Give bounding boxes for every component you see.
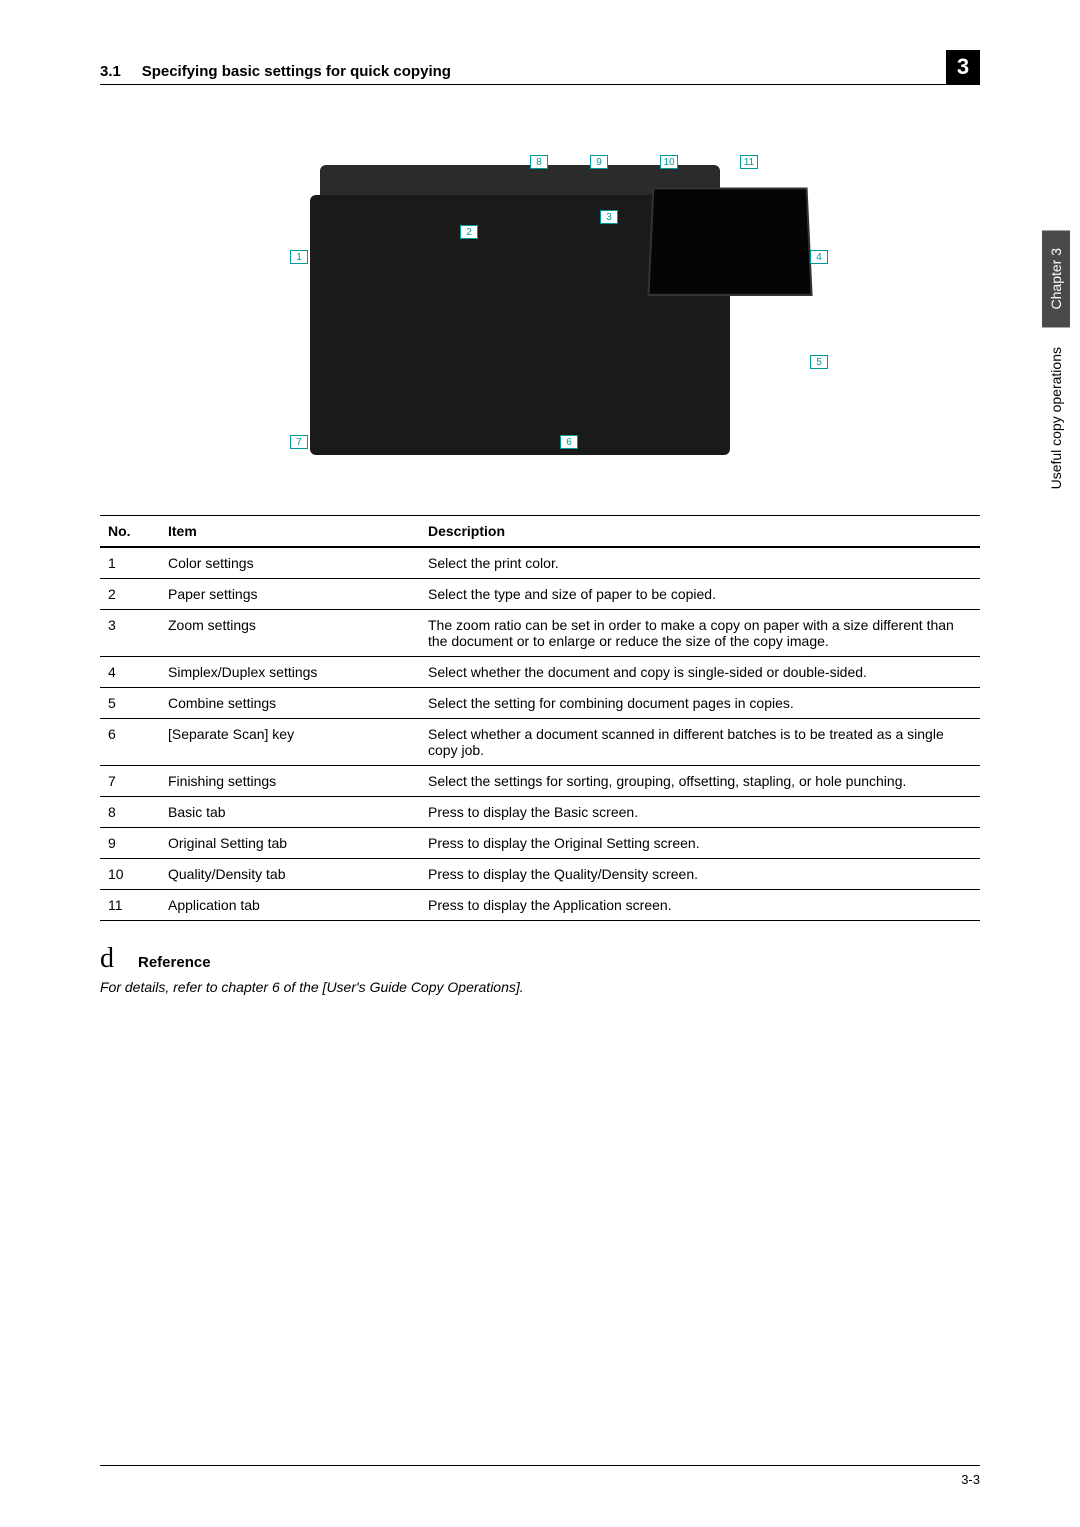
th-no: No. <box>100 516 160 548</box>
cell-desc: Select the type and size of paper to be … <box>420 579 980 610</box>
side-tab: Chapter 3 Useful copy operations <box>1038 230 1074 490</box>
cell-no: 4 <box>100 657 160 688</box>
page-header: 3.1 Specifying basic settings for quick … <box>100 50 980 85</box>
cell-no: 11 <box>100 890 160 921</box>
callout-4: 4 <box>810 250 828 264</box>
callout-9: 9 <box>590 155 608 169</box>
printer-screen <box>647 188 812 296</box>
cell-item: [Separate Scan] key <box>160 719 420 766</box>
chapter-label: Chapter 3 <box>1042 230 1070 327</box>
cell-desc: Select the settings for sorting, groupin… <box>420 766 980 797</box>
cell-item: Color settings <box>160 547 420 579</box>
cell-desc: Select the print color. <box>420 547 980 579</box>
callout-7: 7 <box>290 435 308 449</box>
cell-item: Basic tab <box>160 797 420 828</box>
table-row: 6[Separate Scan] keySelect whether a doc… <box>100 719 980 766</box>
table-row: 4Simplex/Duplex settingsSelect whether t… <box>100 657 980 688</box>
reference-glyph-icon: d <box>100 943 114 975</box>
cell-desc: Press to display the Application screen. <box>420 890 980 921</box>
cell-no: 2 <box>100 579 160 610</box>
cell-item: Paper settings <box>160 579 420 610</box>
cell-no: 6 <box>100 719 160 766</box>
table-row: 3Zoom settingsThe zoom ratio can be set … <box>100 610 980 657</box>
cell-no: 8 <box>100 797 160 828</box>
cell-no: 10 <box>100 859 160 890</box>
page-footer: 3-3 <box>100 1465 980 1487</box>
table-row: 9Original Setting tabPress to display th… <box>100 828 980 859</box>
callout-3: 3 <box>600 210 618 224</box>
table-row: 5Combine settingsSelect the setting for … <box>100 688 980 719</box>
side-section-label: Useful copy operations <box>1048 347 1064 489</box>
chapter-number-box: 3 <box>946 50 980 84</box>
cell-item: Combine settings <box>160 688 420 719</box>
section-number: 3.1 <box>100 63 121 80</box>
cell-no: 9 <box>100 828 160 859</box>
callout-5: 5 <box>810 355 828 369</box>
table-row: 8Basic tabPress to display the Basic scr… <box>100 797 980 828</box>
printer-figure: 1 2 3 4 5 6 7 8 9 10 11 <box>230 155 850 475</box>
th-item: Item <box>160 516 420 548</box>
cell-no: 7 <box>100 766 160 797</box>
callout-8: 8 <box>530 155 548 169</box>
callout-1: 1 <box>290 250 308 264</box>
cell-desc: Select whether the document and copy is … <box>420 657 980 688</box>
cell-item: Zoom settings <box>160 610 420 657</box>
page: 3.1 Specifying basic settings for quick … <box>0 0 1080 1527</box>
table-row: 11Application tabPress to display the Ap… <box>100 890 980 921</box>
table-header-row: No. Item Description <box>100 516 980 548</box>
callout-6: 6 <box>560 435 578 449</box>
cell-item: Original Setting tab <box>160 828 420 859</box>
cell-no: 5 <box>100 688 160 719</box>
table-row: 7Finishing settingsSelect the settings f… <box>100 766 980 797</box>
cell-desc: Select the setting for combining documen… <box>420 688 980 719</box>
th-desc: Description <box>420 516 980 548</box>
cell-desc: Select whether a document scanned in dif… <box>420 719 980 766</box>
cell-desc: The zoom ratio can be set in order to ma… <box>420 610 980 657</box>
callout-2: 2 <box>460 225 478 239</box>
reference-heading: d Reference <box>100 943 980 975</box>
cell-desc: Press to display the Quality/Density scr… <box>420 859 980 890</box>
cell-item: Finishing settings <box>160 766 420 797</box>
cell-item: Quality/Density tab <box>160 859 420 890</box>
page-number: 3-3 <box>961 1472 980 1487</box>
settings-table: No. Item Description 1Color settingsSele… <box>100 515 980 921</box>
cell-no: 3 <box>100 610 160 657</box>
cell-desc: Press to display the Basic screen. <box>420 797 980 828</box>
cell-no: 1 <box>100 547 160 579</box>
reference-text: For details, refer to chapter 6 of the [… <box>100 979 980 995</box>
table-body: 1Color settingsSelect the print color. 2… <box>100 547 980 921</box>
header-left: 3.1 Specifying basic settings for quick … <box>100 63 451 80</box>
cell-item: Simplex/Duplex settings <box>160 657 420 688</box>
table-row: 10Quality/Density tabPress to display th… <box>100 859 980 890</box>
cell-item: Application tab <box>160 890 420 921</box>
reference-label: Reference <box>138 954 211 971</box>
table-row: 2Paper settingsSelect the type and size … <box>100 579 980 610</box>
section-title: Specifying basic settings for quick copy… <box>142 63 451 80</box>
table-row: 1Color settingsSelect the print color. <box>100 547 980 579</box>
callout-11: 11 <box>740 155 758 169</box>
callout-10: 10 <box>660 155 678 169</box>
cell-desc: Press to display the Original Setting sc… <box>420 828 980 859</box>
